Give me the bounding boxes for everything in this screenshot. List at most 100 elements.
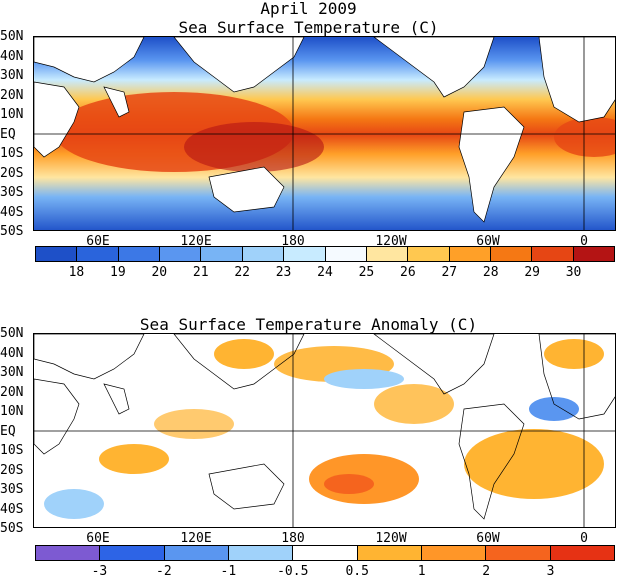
colorbar-segment <box>100 546 165 560</box>
colorbar-segment <box>118 247 161 261</box>
lat-label: 20N <box>0 87 24 103</box>
colorbar-label: -1 <box>220 564 237 579</box>
lat-label: 10S <box>0 146 24 161</box>
sst-map-panel <box>33 36 616 231</box>
india-landmass <box>103 86 130 118</box>
asia-landmass <box>34 37 145 83</box>
colorbar-segment <box>421 546 487 560</box>
lat-label: 20S <box>0 165 24 181</box>
lat-label: 40N <box>0 345 24 361</box>
colorbar-segment <box>242 247 285 261</box>
sst-panel-title: Sea Surface Temperature (C) <box>178 18 439 37</box>
colorbar-segment <box>366 247 409 261</box>
colorbar-segment <box>573 247 615 261</box>
europe-africa-landmass <box>538 37 615 123</box>
colorbar-label: 0.5 <box>345 564 369 579</box>
colorbar-segment <box>532 247 574 261</box>
colorbar-segment <box>449 247 491 261</box>
page-title: April 2009 <box>260 0 357 18</box>
colorbar-label: -2 <box>156 564 172 579</box>
lon-label: 60E <box>86 531 110 546</box>
lon-label: 180 <box>281 234 305 249</box>
east-asia-landmass <box>173 37 305 93</box>
lat-label: 50N <box>0 326 24 341</box>
lon-label: 60W <box>476 234 500 249</box>
colorbar-label: 26 <box>400 265 416 280</box>
colorbar-label: 3 <box>546 564 555 579</box>
colorbar-segment <box>160 247 202 261</box>
colorbar-label: -0.5 <box>277 564 309 579</box>
colorbar-label: 2 <box>482 564 491 579</box>
colorbar-segment <box>228 546 294 560</box>
colorbar-segment <box>164 546 229 560</box>
lat-label: 10N <box>0 107 24 122</box>
lat-label: 50S <box>0 521 24 536</box>
lat-label: 20N <box>0 384 24 400</box>
anomaly-map-panel <box>33 333 616 528</box>
colorbar-label: 28 <box>482 265 499 280</box>
colorbar-segment <box>490 247 533 261</box>
africa-landmass <box>34 81 80 158</box>
colorbar-label: -3 <box>91 564 108 579</box>
lat-label: 40N <box>0 48 24 64</box>
lon-label: 120E <box>180 531 212 546</box>
colorbar-label: 24 <box>317 265 333 280</box>
lat-label: 40S <box>0 204 24 220</box>
colorbar-segment <box>293 546 358 560</box>
anomaly-panel-title: Sea Surface Temperature Anomaly (C) <box>139 315 478 334</box>
colorbar-label: 20 <box>151 265 168 280</box>
sst-colorbar <box>35 246 615 262</box>
lat-label: 50N <box>0 29 24 44</box>
lon-label: 180 <box>281 531 305 546</box>
colorbar-label: 22 <box>234 265 250 280</box>
lat-label: 50S <box>0 224 24 239</box>
lon-label: 60E <box>86 234 110 249</box>
lon-label: 120W <box>375 234 407 249</box>
colorbar-segment <box>201 247 243 261</box>
colorbar-segment <box>357 546 422 560</box>
colorbar-segment <box>77 247 119 261</box>
colorbar-segment <box>486 546 551 560</box>
north-america-landmass <box>373 37 495 98</box>
warm-pool-west-pacific <box>184 122 324 172</box>
lat-label: 30S <box>0 482 24 497</box>
colorbar-label: 30 <box>565 265 582 280</box>
colorbar-label: 25 <box>358 265 375 280</box>
colorbar-label: 23 <box>275 265 292 280</box>
colorbar-label: 29 <box>524 265 540 280</box>
australia-landmass <box>208 166 285 213</box>
lon-label: 0 <box>580 531 588 546</box>
anomaly-colorbar <box>35 545 615 561</box>
colorbar-label: 18 <box>68 265 85 280</box>
sst-continents <box>34 37 615 223</box>
lon-label: 120E <box>180 234 212 249</box>
colorbar-segment <box>408 247 450 261</box>
lat-label: EQ <box>0 423 16 439</box>
lon-label: 0 <box>580 234 588 249</box>
warm-atlantic <box>554 117 615 157</box>
anomaly-blobs <box>44 339 604 519</box>
anomaly-coastlines <box>34 334 615 520</box>
colorbar-segment <box>325 247 367 261</box>
colorbar-segment <box>36 247 78 261</box>
colorbar-label: 27 <box>441 265 458 280</box>
colorbar-segment <box>36 546 101 560</box>
lat-label: 10S <box>0 443 24 458</box>
colorbar-segment <box>284 247 326 261</box>
lat-label: 40S <box>0 501 24 517</box>
colorbar-label: 1 <box>417 564 426 579</box>
anomaly-map-svg <box>34 334 615 527</box>
colorbar-label: 19 <box>110 265 126 280</box>
sst-map-svg <box>34 37 615 230</box>
lon-label: 120W <box>375 531 407 546</box>
lat-label: 20S <box>0 462 24 478</box>
lat-label: EQ <box>0 126 16 142</box>
lat-label: 30S <box>0 185 24 200</box>
colorbar-label: 21 <box>192 265 209 280</box>
colorbar-segment <box>550 546 614 560</box>
south-america-landmass <box>458 106 525 223</box>
lon-label: 60W <box>476 531 500 546</box>
lat-label: 30N <box>0 365 24 380</box>
lat-label: 30N <box>0 68 24 83</box>
lat-label: 10N <box>0 404 24 419</box>
